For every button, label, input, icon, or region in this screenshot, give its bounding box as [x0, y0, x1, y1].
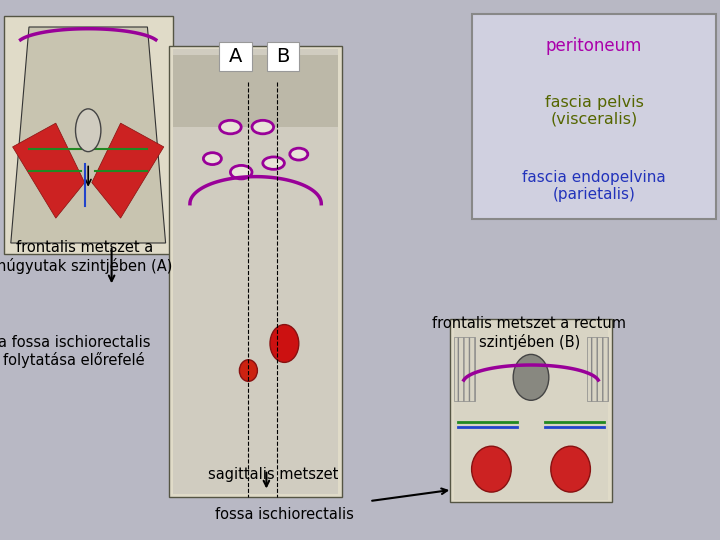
- Text: a fossa ischiorectalis
folytatása előrefelé: a fossa ischiorectalis folytatása előref…: [0, 335, 150, 368]
- FancyBboxPatch shape: [220, 42, 252, 71]
- Text: A: A: [229, 47, 242, 66]
- Text: fascia pelvis
(visceralis): fascia pelvis (visceralis): [544, 94, 644, 127]
- Ellipse shape: [203, 153, 222, 165]
- Bar: [587, 337, 608, 401]
- Ellipse shape: [76, 109, 101, 152]
- Polygon shape: [12, 123, 85, 218]
- Bar: [169, 46, 342, 497]
- Text: sagittalis metszet: sagittalis metszet: [208, 467, 339, 482]
- Ellipse shape: [220, 120, 241, 134]
- Ellipse shape: [551, 446, 590, 492]
- Text: peritoneum: peritoneum: [546, 37, 642, 55]
- Text: frontalis metszet a
húgyutak szintjében (A): frontalis metszet a húgyutak szintjében …: [0, 240, 173, 274]
- Ellipse shape: [252, 120, 274, 134]
- Bar: [454, 337, 475, 401]
- Text: fascia endopelvina
(parietalis): fascia endopelvina (parietalis): [522, 170, 666, 202]
- Bar: [173, 49, 338, 494]
- Bar: [450, 319, 612, 502]
- FancyBboxPatch shape: [472, 14, 716, 219]
- Polygon shape: [92, 123, 164, 218]
- Text: B: B: [276, 47, 289, 66]
- Bar: [173, 55, 338, 127]
- Text: frontalis metszet a rectum
szintjében (B): frontalis metszet a rectum szintjében (B…: [432, 316, 626, 349]
- Ellipse shape: [513, 354, 549, 400]
- Ellipse shape: [230, 165, 252, 179]
- Polygon shape: [11, 27, 166, 243]
- Ellipse shape: [263, 157, 284, 170]
- Ellipse shape: [289, 148, 308, 160]
- Bar: [454, 321, 608, 500]
- FancyBboxPatch shape: [266, 42, 300, 71]
- Text: fossa ischiorectalis: fossa ischiorectalis: [215, 507, 354, 522]
- Ellipse shape: [270, 325, 299, 362]
- Ellipse shape: [472, 446, 511, 492]
- Ellipse shape: [239, 360, 258, 381]
- Bar: [4, 16, 173, 254]
